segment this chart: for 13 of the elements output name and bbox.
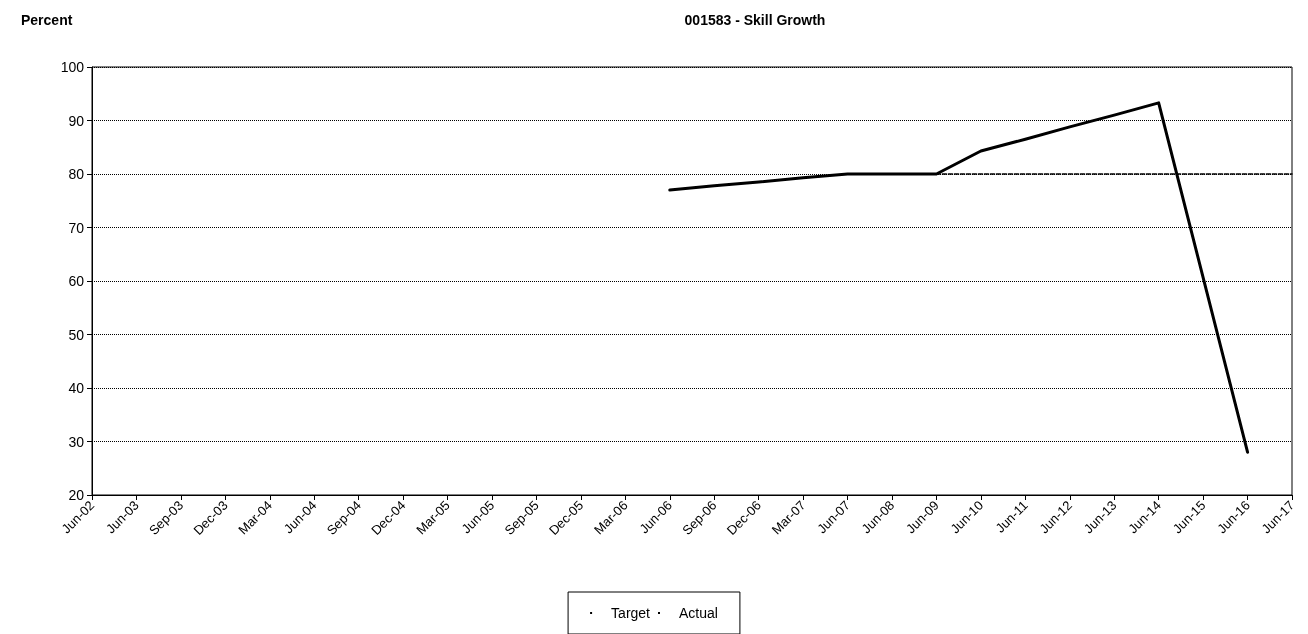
y-tick-label: 30 — [68, 433, 85, 450]
y-tick-label: 90 — [68, 112, 85, 129]
chart-title: 001583 - Skill Growth — [684, 12, 826, 28]
y-tick-label: 60 — [68, 273, 85, 289]
y-tick-label: 70 — [68, 219, 85, 236]
y-tick-label: 100 — [60, 59, 85, 75]
y-tick-label: 50 — [68, 326, 85, 343]
y-tick-label: 80 — [68, 166, 85, 182]
legend-label: Target — [611, 605, 651, 621]
y-tick-label: 20 — [68, 487, 85, 503]
legend-label: Actual — [679, 605, 718, 621]
y-axis-title: Percent — [21, 12, 73, 28]
y-tick-label: 40 — [68, 380, 85, 396]
